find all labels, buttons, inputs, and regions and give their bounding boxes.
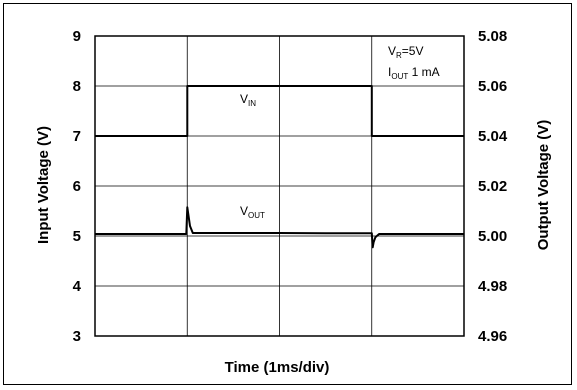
left-y-tick-label: 7 (73, 128, 81, 145)
right-y-tick-label: 4.96 (478, 328, 507, 345)
right-y-tick-label: 5.06 (478, 78, 507, 95)
right-y-axis-ticks: 4.96 4.98 5.00 5.02 5.04 5.06 5.08 (478, 28, 508, 345)
left-y-axis-label: Input Voltage (V) (35, 126, 52, 244)
right-y-axis-label: Output Voltage (V) (535, 120, 552, 251)
left-y-tick-label: 3 (73, 328, 81, 345)
right-y-tick-label: 5.08 (478, 28, 507, 45)
series-lines (95, 85, 464, 249)
left-y-tick-label: 4 (73, 278, 82, 295)
condition-vr-annotation: VR=5V (388, 44, 423, 60)
chart-frame (3, 3, 572, 385)
grid (95, 36, 464, 336)
x-axis-label: Time (1ms/div) (225, 359, 330, 376)
left-y-axis-ticks: 3 4 5 6 7 8 9 (73, 28, 82, 345)
condition-iout-annotation: IOUT 1 mA (388, 65, 440, 81)
right-y-tick-label: 5.02 (478, 178, 507, 195)
series-line-vin (95, 85, 464, 137)
left-y-tick-label: 8 (73, 78, 81, 95)
right-y-tick-label: 5.00 (478, 228, 507, 245)
right-y-tick-label: 5.04 (478, 128, 508, 145)
left-y-tick-label: 9 (73, 28, 81, 45)
plot-area (94, 35, 465, 337)
vout-series-label: VOUT (240, 204, 265, 220)
left-y-tick-label: 5 (73, 228, 81, 245)
series-line-vout (95, 206, 464, 249)
left-y-tick-label: 6 (73, 178, 81, 195)
vin-series-label: VIN (240, 92, 256, 108)
right-y-tick-label: 4.98 (478, 278, 507, 295)
